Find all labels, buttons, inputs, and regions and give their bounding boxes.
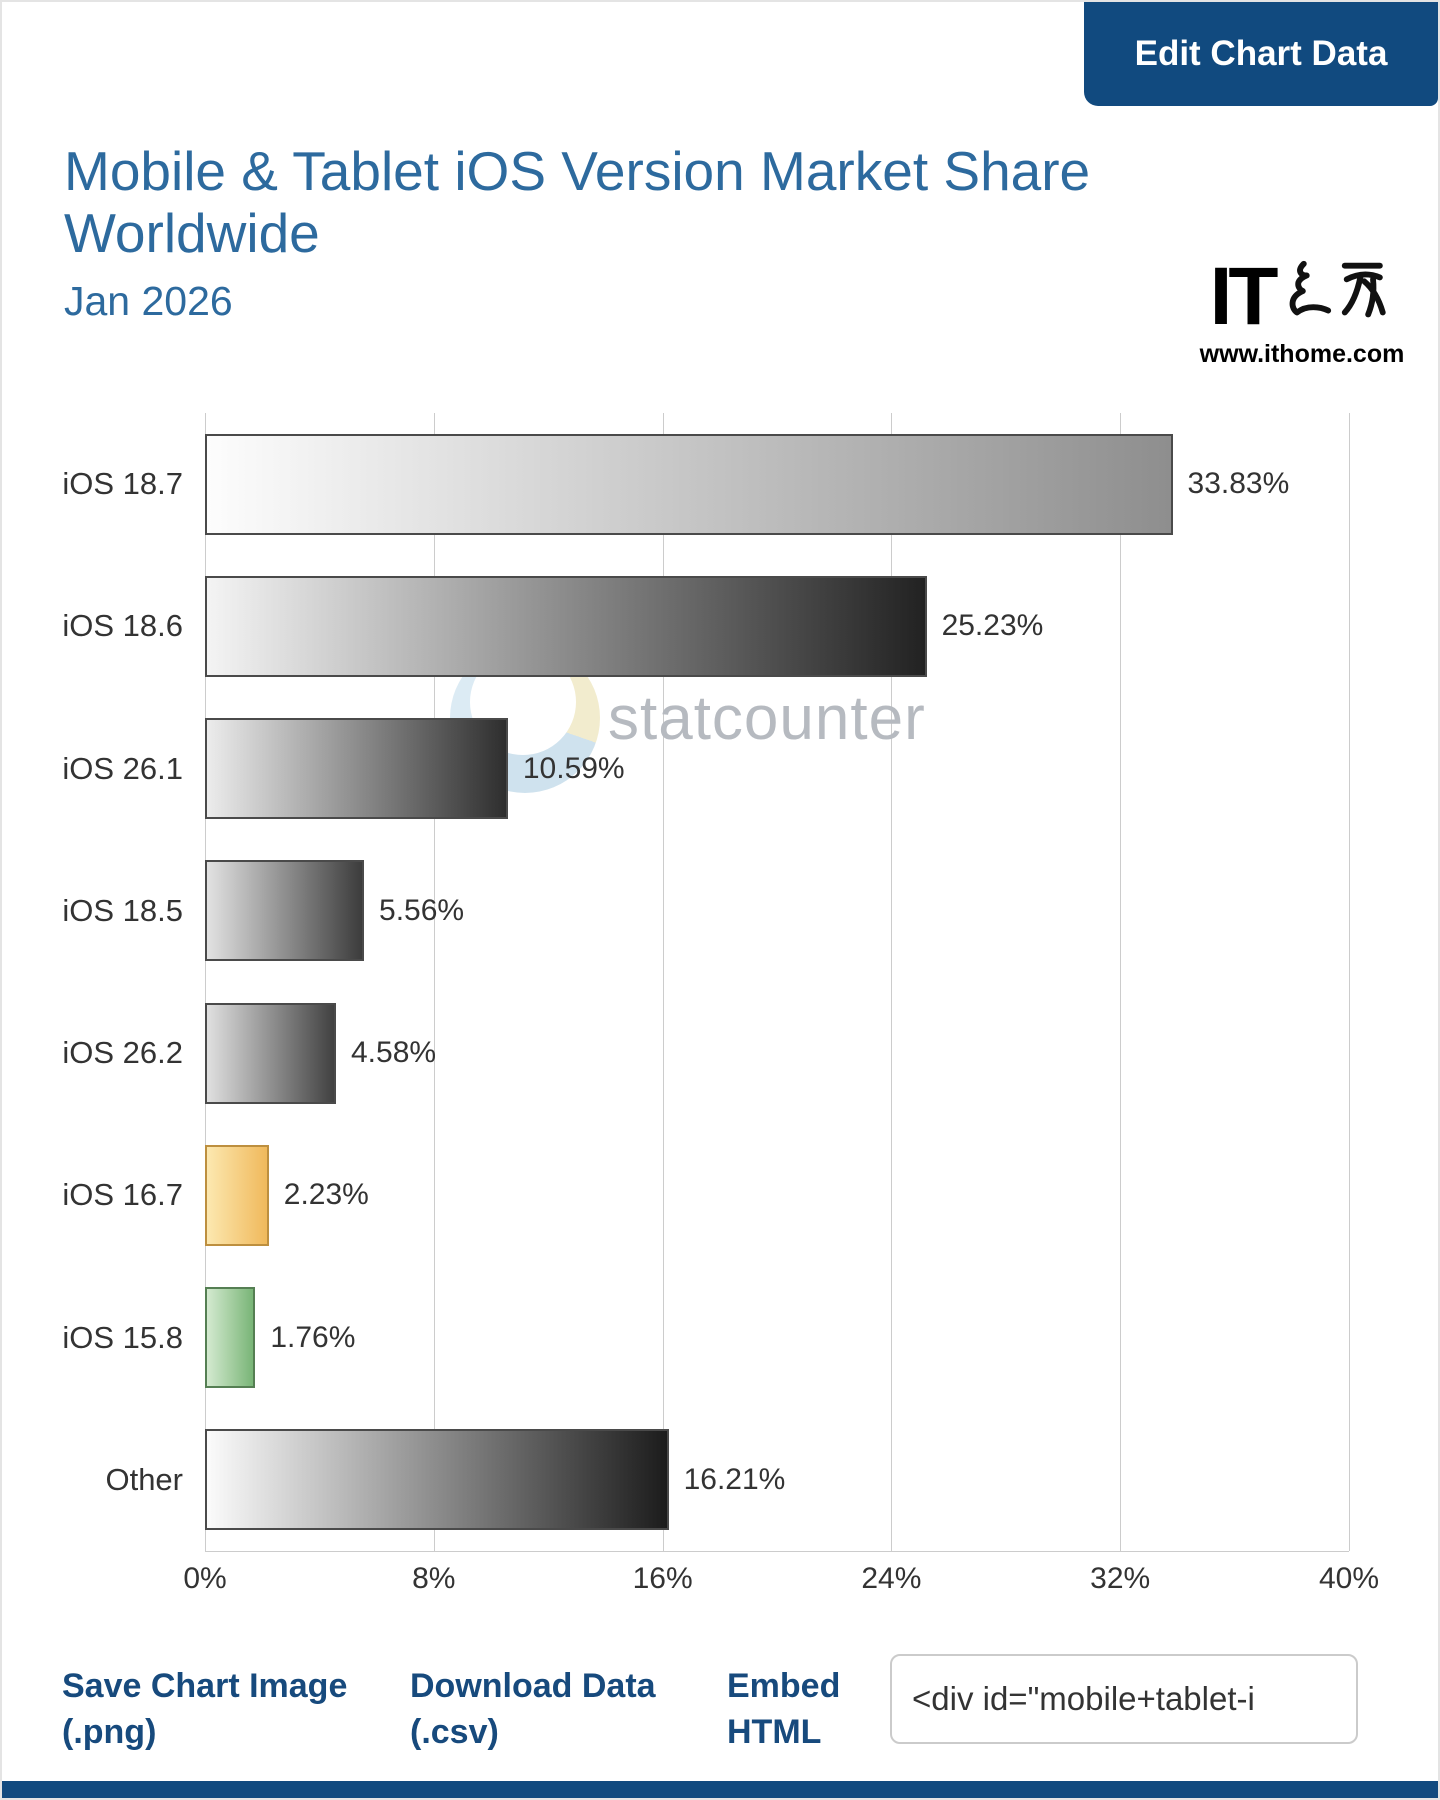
bar-ios-18-7 <box>205 433 1173 535</box>
value-label: 16.21% <box>683 1462 786 1496</box>
chart-row: iOS 15.8 1.76% <box>62 1267 1349 1409</box>
edit-chart-data-button[interactable]: Edit Chart Data <box>1084 2 1438 106</box>
footer-bar <box>2 1781 1438 1798</box>
value-label: 33.83% <box>1187 467 1290 501</box>
bar-ios-18-6 <box>205 575 927 677</box>
save-chart-image-link[interactable]: Save Chart Image (.png) <box>62 1667 348 1751</box>
category-label: iOS 18.7 <box>62 466 183 502</box>
gridline <box>205 413 206 1551</box>
category-label: iOS 18.5 <box>62 892 183 928</box>
x-tick-label: 16% <box>632 1562 693 1595</box>
gridline <box>433 413 435 1551</box>
bar-ios-26-2 <box>205 1002 336 1104</box>
category-label: iOS 15.8 <box>62 1319 183 1355</box>
gridline <box>1120 413 1122 1551</box>
chart-row: iOS 18.6 25.23% <box>62 555 1349 697</box>
bar-ios-15-8 <box>205 1287 256 1389</box>
value-label: 2.23% <box>283 1178 369 1212</box>
plot-area: statcounter iOS 18.7 33.83% iOS 18.6 25.23%… <box>62 413 1350 1552</box>
x-tick-label: 32% <box>1090 1562 1151 1595</box>
value-label: 25.23% <box>941 609 1044 643</box>
ithome-url: www.ithome.com <box>1199 340 1405 368</box>
value-label: 4.58% <box>350 1036 437 1070</box>
download-data-link[interactable]: Download Data (.csv) <box>410 1667 656 1751</box>
chart-row: iOS 26.1 10.59% <box>62 698 1349 840</box>
gridline <box>662 413 664 1551</box>
chart-subtitle: Jan 2026 <box>64 278 233 325</box>
title-block: Mobile & Tablet iOS Version Market Share… <box>64 140 1254 325</box>
gridline <box>1349 413 1350 1551</box>
value-label: 10.59% <box>522 751 625 785</box>
x-axis: 0% 8% 16% 24% 32% 40% <box>183 1562 1379 1604</box>
x-tick-label: 8% <box>412 1562 456 1595</box>
bar-ios-26-1 <box>205 718 508 820</box>
ithome-it-mark: IT <box>1209 251 1279 343</box>
x-tick-label: 0% <box>183 1562 227 1595</box>
category-label: iOS 18.6 <box>62 608 183 644</box>
bar-ios-18-5 <box>205 860 365 962</box>
category-label: iOS 26.1 <box>62 750 183 786</box>
chart-row: iOS 18.7 33.83% <box>62 413 1349 555</box>
embed-html-link[interactable]: Embed HTML <box>727 1667 841 1751</box>
value-label: 5.56% <box>379 893 465 927</box>
value-label: 1.76% <box>270 1320 356 1354</box>
bar-other <box>205 1429 669 1531</box>
statcounter-watermark-text: statcounter <box>608 683 926 753</box>
x-tick-label: 40% <box>1318 1562 1380 1595</box>
bar-ios-16-7 <box>205 1144 269 1246</box>
embed-code-input[interactable] <box>890 1654 1358 1744</box>
chart-row: iOS 16.7 2.23% <box>62 1124 1349 1266</box>
rows: iOS 18.7 33.83% iOS 18.6 25.23% iOS 26.1 10.5… <box>62 413 1349 1551</box>
ithome-logo-row: IT <box>1182 251 1422 343</box>
gridline <box>891 413 893 1551</box>
ithome-logo: IT www.ithome.com <box>1182 254 1422 369</box>
category-label: Other <box>105 1461 183 1497</box>
ithome-cjk-icon <box>1290 260 1387 318</box>
chart-row: Other 16.21% <box>105 1409 1349 1551</box>
chart-title: Mobile & Tablet iOS Version Market Share… <box>64 140 1091 265</box>
chart-row: iOS 26.2 4.58% <box>62 982 1349 1124</box>
chart-row: iOS 18.5 5.56% <box>62 840 1349 982</box>
category-label: iOS 26.2 <box>62 1035 183 1071</box>
category-label: iOS 16.7 <box>62 1177 183 1213</box>
x-tick-label: 24% <box>861 1562 922 1595</box>
